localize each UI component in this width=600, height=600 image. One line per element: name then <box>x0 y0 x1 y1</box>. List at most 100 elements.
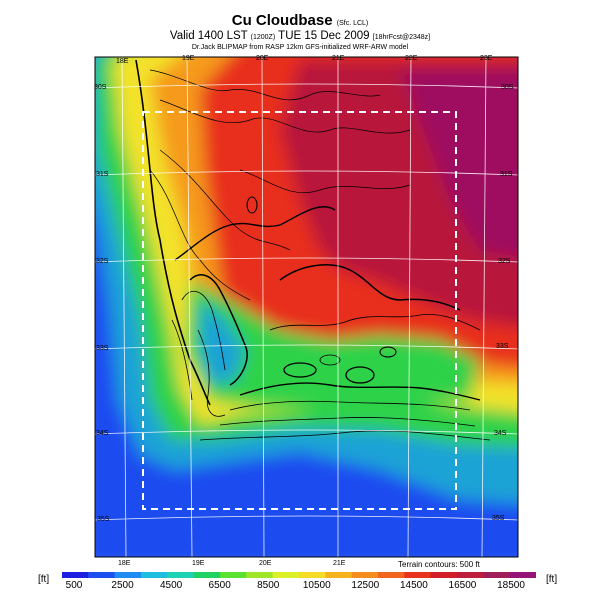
meridian-22e <box>407 56 412 558</box>
contour-east-5 <box>219 417 476 427</box>
colorbar-label: 18500 <box>497 580 525 591</box>
contour-loop-3 <box>379 346 397 358</box>
colorbar-units-left: [ft] <box>38 574 50 585</box>
lat-left-30s: 30S <box>94 84 107 91</box>
valid-fcst: [18hrFcst@2348z] <box>372 34 431 41</box>
colorbar-label: 14500 <box>399 580 428 591</box>
meridian-23e <box>481 56 487 558</box>
lon-top-21e: 21E <box>332 55 345 62</box>
lat-right-34s: 34S <box>494 430 507 437</box>
colorbar-labels: 500 2500 4500 6500 8500 10500 12500 14500 16500 1… <box>0 580 600 596</box>
lon-top-19e: 19E <box>182 55 195 62</box>
cloudbase-field <box>95 57 518 557</box>
model-credit: Dr.Jack BLIPMAP from RASP 12km GFS-initi… <box>191 44 409 51</box>
lat-lon-grid <box>94 56 519 558</box>
colorbar-swatch <box>404 572 432 578</box>
colorbar-swatch <box>378 572 405 578</box>
colorbar-swatch <box>272 572 300 578</box>
colorbar-label: 6500 <box>208 580 231 591</box>
contour-mid-1 <box>239 169 411 194</box>
colorbar-label: 500 <box>65 580 83 591</box>
lon-bottom-18e: 18E <box>118 560 131 567</box>
meridian-19e <box>186 56 193 558</box>
title-main: Cu Cloudbase <box>231 12 333 29</box>
parallel-34s <box>94 429 519 435</box>
contour-loop-1 <box>283 362 317 378</box>
contour-west-3 <box>174 206 336 261</box>
contour-loop-5 <box>246 196 258 214</box>
lat-right-35s: 35S <box>492 515 505 522</box>
lat-left-33s: 33S <box>96 345 109 352</box>
terrain-contours <box>135 59 491 441</box>
colorbar-swatch <box>167 572 195 578</box>
lat-left-32s: 32S <box>96 258 109 265</box>
colorbar-label: 8500 <box>257 580 280 591</box>
colorbar-label: 12500 <box>351 580 380 591</box>
valid-line: Valid 1400 LST <box>169 30 248 42</box>
parallel-30s <box>94 83 519 89</box>
parallel-35s <box>94 515 519 521</box>
lon-bottom-20e: 20E <box>259 560 272 567</box>
contour-ridge-2 <box>181 290 226 371</box>
colorbar-swatch <box>509 572 536 578</box>
colorbar <box>62 572 536 578</box>
colorbar-swatch <box>351 572 379 578</box>
contour-north-1 <box>149 69 381 101</box>
lat-left-31s: 31S <box>96 171 109 178</box>
colorbar-swatch <box>88 572 116 578</box>
colorbar-swatch <box>457 572 484 578</box>
colorbar-swatch <box>325 572 353 578</box>
lat-right-30s: 30S <box>501 84 514 91</box>
lon-bottom-21e: 21E <box>333 560 346 567</box>
colorbar-units-right: [ft] <box>546 574 558 585</box>
lon-top-18e: 18E <box>116 58 129 65</box>
valid-date: TUE 15 Dec 2009 <box>278 30 370 42</box>
colorbar-swatch <box>299 572 326 578</box>
lon-top-22e: 22E <box>405 55 418 62</box>
contour-loop-2 <box>345 366 375 384</box>
colorbar-label: 2500 <box>111 580 134 591</box>
contour-east-3 <box>239 382 481 401</box>
colorbar-label: 16500 <box>448 580 477 591</box>
lat-right-33s: 33S <box>496 343 509 350</box>
map-frame <box>94 56 519 558</box>
lat-right-32s: 32S <box>498 258 511 265</box>
colorbar-label: 4500 <box>159 580 183 591</box>
colorbar-label: 10500 <box>302 580 331 591</box>
meridian-20e <box>261 56 265 558</box>
chart-title: Cu Cloudbase (Sfc. LCL) <box>0 12 600 29</box>
contour-east-4 <box>229 400 471 411</box>
colorbar-swatch <box>430 572 458 578</box>
valid-time-line: Valid 1400 LST (1200Z) TUE 15 Dec 2009 [… <box>0 30 600 42</box>
contour-ridge-3 <box>197 329 226 417</box>
lon-bottom-19e: 19E <box>192 560 205 567</box>
lon-top-20e: 20E <box>256 55 269 62</box>
parallel-33s <box>94 344 519 350</box>
contour-ridge-1 <box>189 274 248 386</box>
inner-domain-box <box>142 111 457 510</box>
parallel-32s <box>94 257 519 263</box>
terrain-contour-note: Terrain contours: 500 ft <box>398 560 480 569</box>
colorbar-swatch <box>62 572 89 578</box>
lat-left-34s: 34S <box>96 430 109 437</box>
colorbar-swatch <box>141 572 168 578</box>
lon-top-23e: 23E <box>480 55 493 62</box>
lat-right-31s: 31S <box>500 171 513 178</box>
contour-east-2 <box>269 313 481 331</box>
meridian-18e <box>121 56 127 558</box>
parallel-31s <box>94 170 519 176</box>
colorbar-swatch <box>220 572 247 578</box>
contour-east-6 <box>199 430 491 441</box>
lat-left-35s: 35S <box>97 516 110 523</box>
colorbar-swatch <box>114 572 142 578</box>
valid-z: (1200Z) <box>250 34 276 41</box>
contour-east-1 <box>279 264 461 311</box>
contour-loop-4 <box>319 354 341 366</box>
title-main-suffix: (Sfc. LCL) <box>336 20 369 27</box>
colorbar-swatch <box>483 572 511 578</box>
field-mountain-core <box>200 300 245 385</box>
contour-west-1 <box>149 169 251 301</box>
contour-west-2 <box>159 149 291 251</box>
contour-north-2 <box>159 99 411 134</box>
